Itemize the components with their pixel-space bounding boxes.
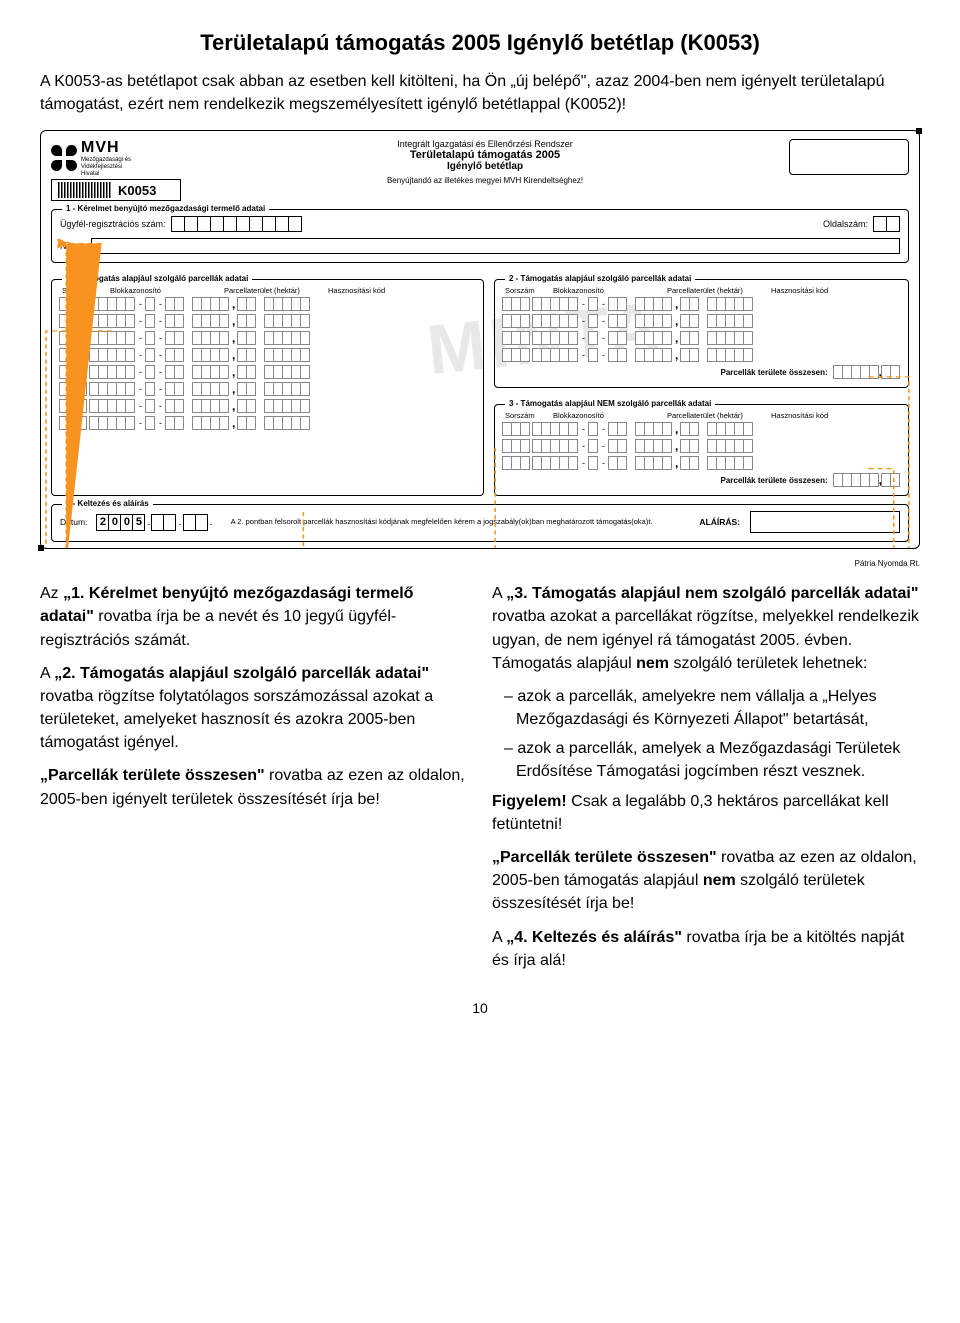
date-label: Dátum: [60,517,87,527]
form-code: K0053 [51,179,181,201]
name-field [91,238,900,254]
instr-3: „Parcellák területe összesen" rovatba az… [40,764,468,810]
page-number: 10 [40,1000,920,1016]
reg-label: Ügyfél-regisztrációs szám: [60,219,166,229]
header-blank-box [789,139,909,175]
instr-5: „Parcellák területe összesen" rovatba az… [492,846,920,916]
instr-2: A „2. Támogatás alapjául szolgáló parcel… [40,662,468,755]
intro-paragraph: A K0053-as betétlapot csak abban az eset… [40,70,920,116]
barcode-icon [58,182,112,198]
section-1: 1 - Kérelmet benyújtó mezőgazdasági term… [51,209,909,263]
date-cells: 2 0 0 5 . . . [97,514,214,531]
signature-label: ALÁÍRÁS: [699,517,740,527]
mvh-logo: MVH Mezőgazdasági és Vidékfejlesztési Hi… [51,139,181,177]
section-2-left: 2 - Támogatás alapjául szolgáló parcellá… [51,279,484,496]
list-item: azok a parcellák, amelyek a Mezőgazdaság… [504,737,920,783]
pagenum-label: Oldalszám: [823,219,868,229]
instr-warning: Figyelem! Csak a legalább 0,3 hektáros p… [492,790,920,836]
section-2-right: 2 - Támogatás alapjául szolgáló parcellá… [494,279,909,388]
instr-1: Az „1. Kérelmet benyújtó mezőgazdasági t… [40,582,468,652]
declaration-text: A 2. pontban felsorolt parcellák hasznos… [225,518,690,526]
sec2-total-label: Parcellák területe összesen: [720,368,827,377]
sec3-total-label: Parcellák területe összesen: [720,476,827,485]
form-header-title: Integrált Igazgatási és Ellenőrzési Rend… [189,139,781,185]
instructions: Az „1. Kérelmet benyújtó mezőgazdasági t… [40,582,920,982]
section-4: 4 - Keltezés és aláírás Dátum: 2 0 0 5 .… [51,504,909,542]
signature-box [750,511,900,533]
logo-text: MVH [81,139,120,156]
form-sample: MINTA MVH Mezőgazdasági és Vidékfejleszt… [40,130,920,549]
instr-4: A „3. Támogatás alapjául nem szolgáló pa… [492,582,920,675]
instr-6: A „4. Keltezés és aláírás" rovatba írja … [492,926,920,972]
reg-number-cells [172,216,302,232]
name-label: Név: [60,241,79,251]
pagenum-cells [874,216,900,232]
list-item: azok a parcellák, amelyekre nem vállalja… [504,685,920,731]
printer-credit: Pátria Nyomda Rt. [40,559,920,568]
section-3: 3 - Támogatás alapjául NEM szolgáló parc… [494,404,909,496]
page-title: Területalapú támogatás 2005 Igénylő beté… [40,30,920,56]
